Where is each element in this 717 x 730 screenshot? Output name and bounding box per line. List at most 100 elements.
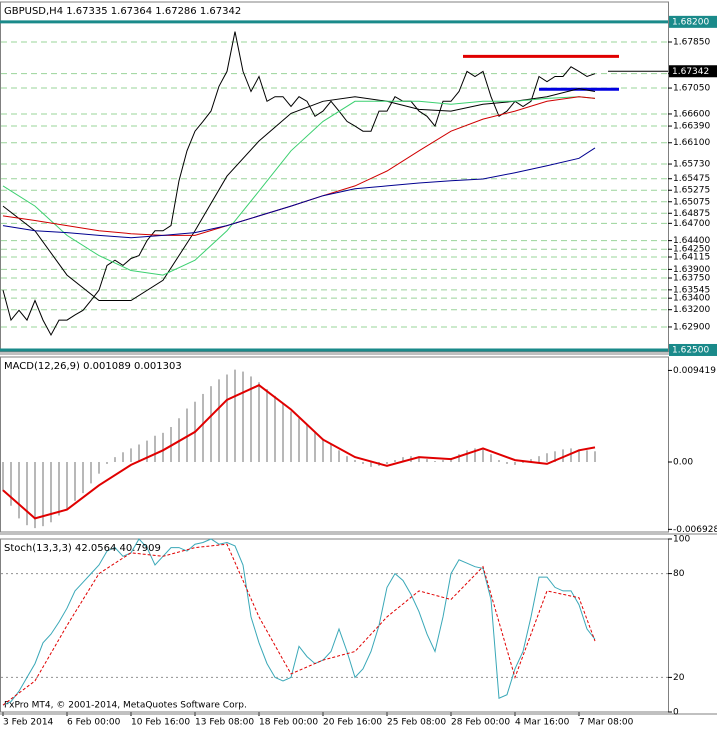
histogram-bar <box>298 418 300 462</box>
histogram-bar <box>186 408 188 462</box>
histogram-bar <box>370 462 372 467</box>
histogram-bar <box>98 462 100 474</box>
histogram-bar <box>474 448 476 462</box>
histogram-bar <box>146 440 148 462</box>
histogram-bar <box>418 457 420 462</box>
histogram-bar <box>546 453 548 462</box>
y-tick-label: 1.63545 <box>673 285 710 295</box>
y-tick-label: 1.63750 <box>673 274 710 284</box>
panel-title: Stoch(13,3,3) 42.0564 40.7909 <box>4 543 161 554</box>
histogram-bar <box>426 459 428 462</box>
histogram-bar <box>466 450 468 462</box>
panel-frame <box>0 1 669 353</box>
y-tick-label: 1.63900 <box>673 265 710 275</box>
histogram-bar <box>66 462 68 509</box>
histogram-bar <box>362 462 364 464</box>
y-tick-label: 1.65275 <box>673 186 710 196</box>
series-line <box>2 538 596 706</box>
histogram-bar <box>322 438 324 462</box>
histogram-bar <box>10 462 12 506</box>
y-tick-label: 100 <box>673 535 690 545</box>
y-tick-label: 1.64115 <box>673 253 710 263</box>
histogram-bar <box>130 448 132 462</box>
histogram-bar <box>26 462 28 526</box>
histogram-bar <box>482 449 484 462</box>
x-tick-label: 25 Feb 08:00 <box>387 718 446 728</box>
series-line <box>2 384 596 520</box>
y-tick-label: 1.64400 <box>673 236 710 246</box>
y-tick-label: 1.65475 <box>673 174 710 184</box>
histogram-bar <box>434 461 436 462</box>
histogram-bar <box>18 462 20 519</box>
y-tick-label: 1.66100 <box>673 138 710 148</box>
level-label: 1.68200 <box>672 17 709 27</box>
x-tick-label: 28 Feb 00:00 <box>451 718 510 728</box>
histogram-bar <box>282 403 284 462</box>
footer: FxPro MT4, © 2001-2014, MetaQuotes Softw… <box>4 701 247 711</box>
histogram-bar <box>314 432 316 462</box>
price-label: 1.67342 <box>672 67 709 77</box>
histogram-bar <box>442 460 444 462</box>
histogram-bar <box>2 462 4 492</box>
histogram-bar <box>42 462 44 527</box>
histogram-bar <box>138 444 140 462</box>
histogram-bar <box>90 462 92 484</box>
histogram-bar <box>570 448 572 462</box>
level-label-box <box>669 343 717 356</box>
histogram-bar <box>290 411 292 462</box>
y-tick-label: 1.64250 <box>673 245 710 255</box>
y-tick-label: 1.65730 <box>673 160 710 170</box>
histogram-bar <box>530 459 532 462</box>
histogram-bar <box>594 451 596 462</box>
y-tick-label: 1.64875 <box>673 209 710 219</box>
x-tick-label: 13 Feb 08:00 <box>195 718 254 728</box>
x-tick-label: 20 Feb 16:00 <box>323 718 382 728</box>
histogram-bar <box>354 460 356 462</box>
y-tick-label: 0.00 <box>673 458 693 468</box>
y-tick-label: 20 <box>673 673 685 683</box>
panel-title: GBPUSD,H4 1.67335 1.67364 1.67286 1.6734… <box>4 6 241 17</box>
histogram-bar <box>514 462 516 465</box>
histogram-bar <box>498 460 500 462</box>
panel-frame <box>0 356 669 533</box>
histogram-bar <box>562 449 564 462</box>
y-tick-label: 1.67050 <box>673 84 710 94</box>
histogram-bar <box>490 454 492 462</box>
y-tick-label: 0 <box>673 708 679 718</box>
y-tick-label: 1.66390 <box>673 122 710 132</box>
histogram-bar <box>586 450 588 462</box>
panel-frame <box>0 538 669 713</box>
histogram-bar <box>154 435 156 462</box>
histogram-bar <box>34 462 36 529</box>
series-line <box>2 31 596 337</box>
histogram-bar <box>170 427 172 462</box>
histogram-bar <box>202 393 204 462</box>
histogram-bar <box>394 460 396 462</box>
histogram-bar <box>266 389 268 462</box>
series-line <box>2 96 596 276</box>
histogram-bar <box>386 462 388 464</box>
x-tick-label: 3 Feb 2014 <box>3 718 54 728</box>
histogram-bar <box>122 452 124 462</box>
x-tick-label: 10 Feb 16:00 <box>131 718 190 728</box>
y-tick-label: 1.64700 <box>673 219 710 229</box>
y-tick-label: 80 <box>673 569 685 579</box>
histogram-bar <box>330 444 332 462</box>
level-label: 1.62500 <box>672 345 709 355</box>
series-line <box>2 543 596 706</box>
histogram-bar <box>306 425 308 462</box>
y-tick-label: 1.63200 <box>673 305 710 315</box>
histogram-bar <box>114 457 116 462</box>
histogram-bar <box>554 451 556 462</box>
series-line <box>2 147 596 239</box>
y-tick-label: 1.67850 <box>673 38 710 48</box>
y-tick-label: 1.65075 <box>673 197 710 207</box>
x-tick-label: 7 Mar 08:00 <box>579 718 634 728</box>
y-tick-label: 0.009419 <box>673 366 716 376</box>
level-label-box <box>669 15 717 28</box>
histogram-bar <box>338 450 340 462</box>
histogram-bar <box>234 369 236 462</box>
histogram-bar <box>82 462 84 494</box>
